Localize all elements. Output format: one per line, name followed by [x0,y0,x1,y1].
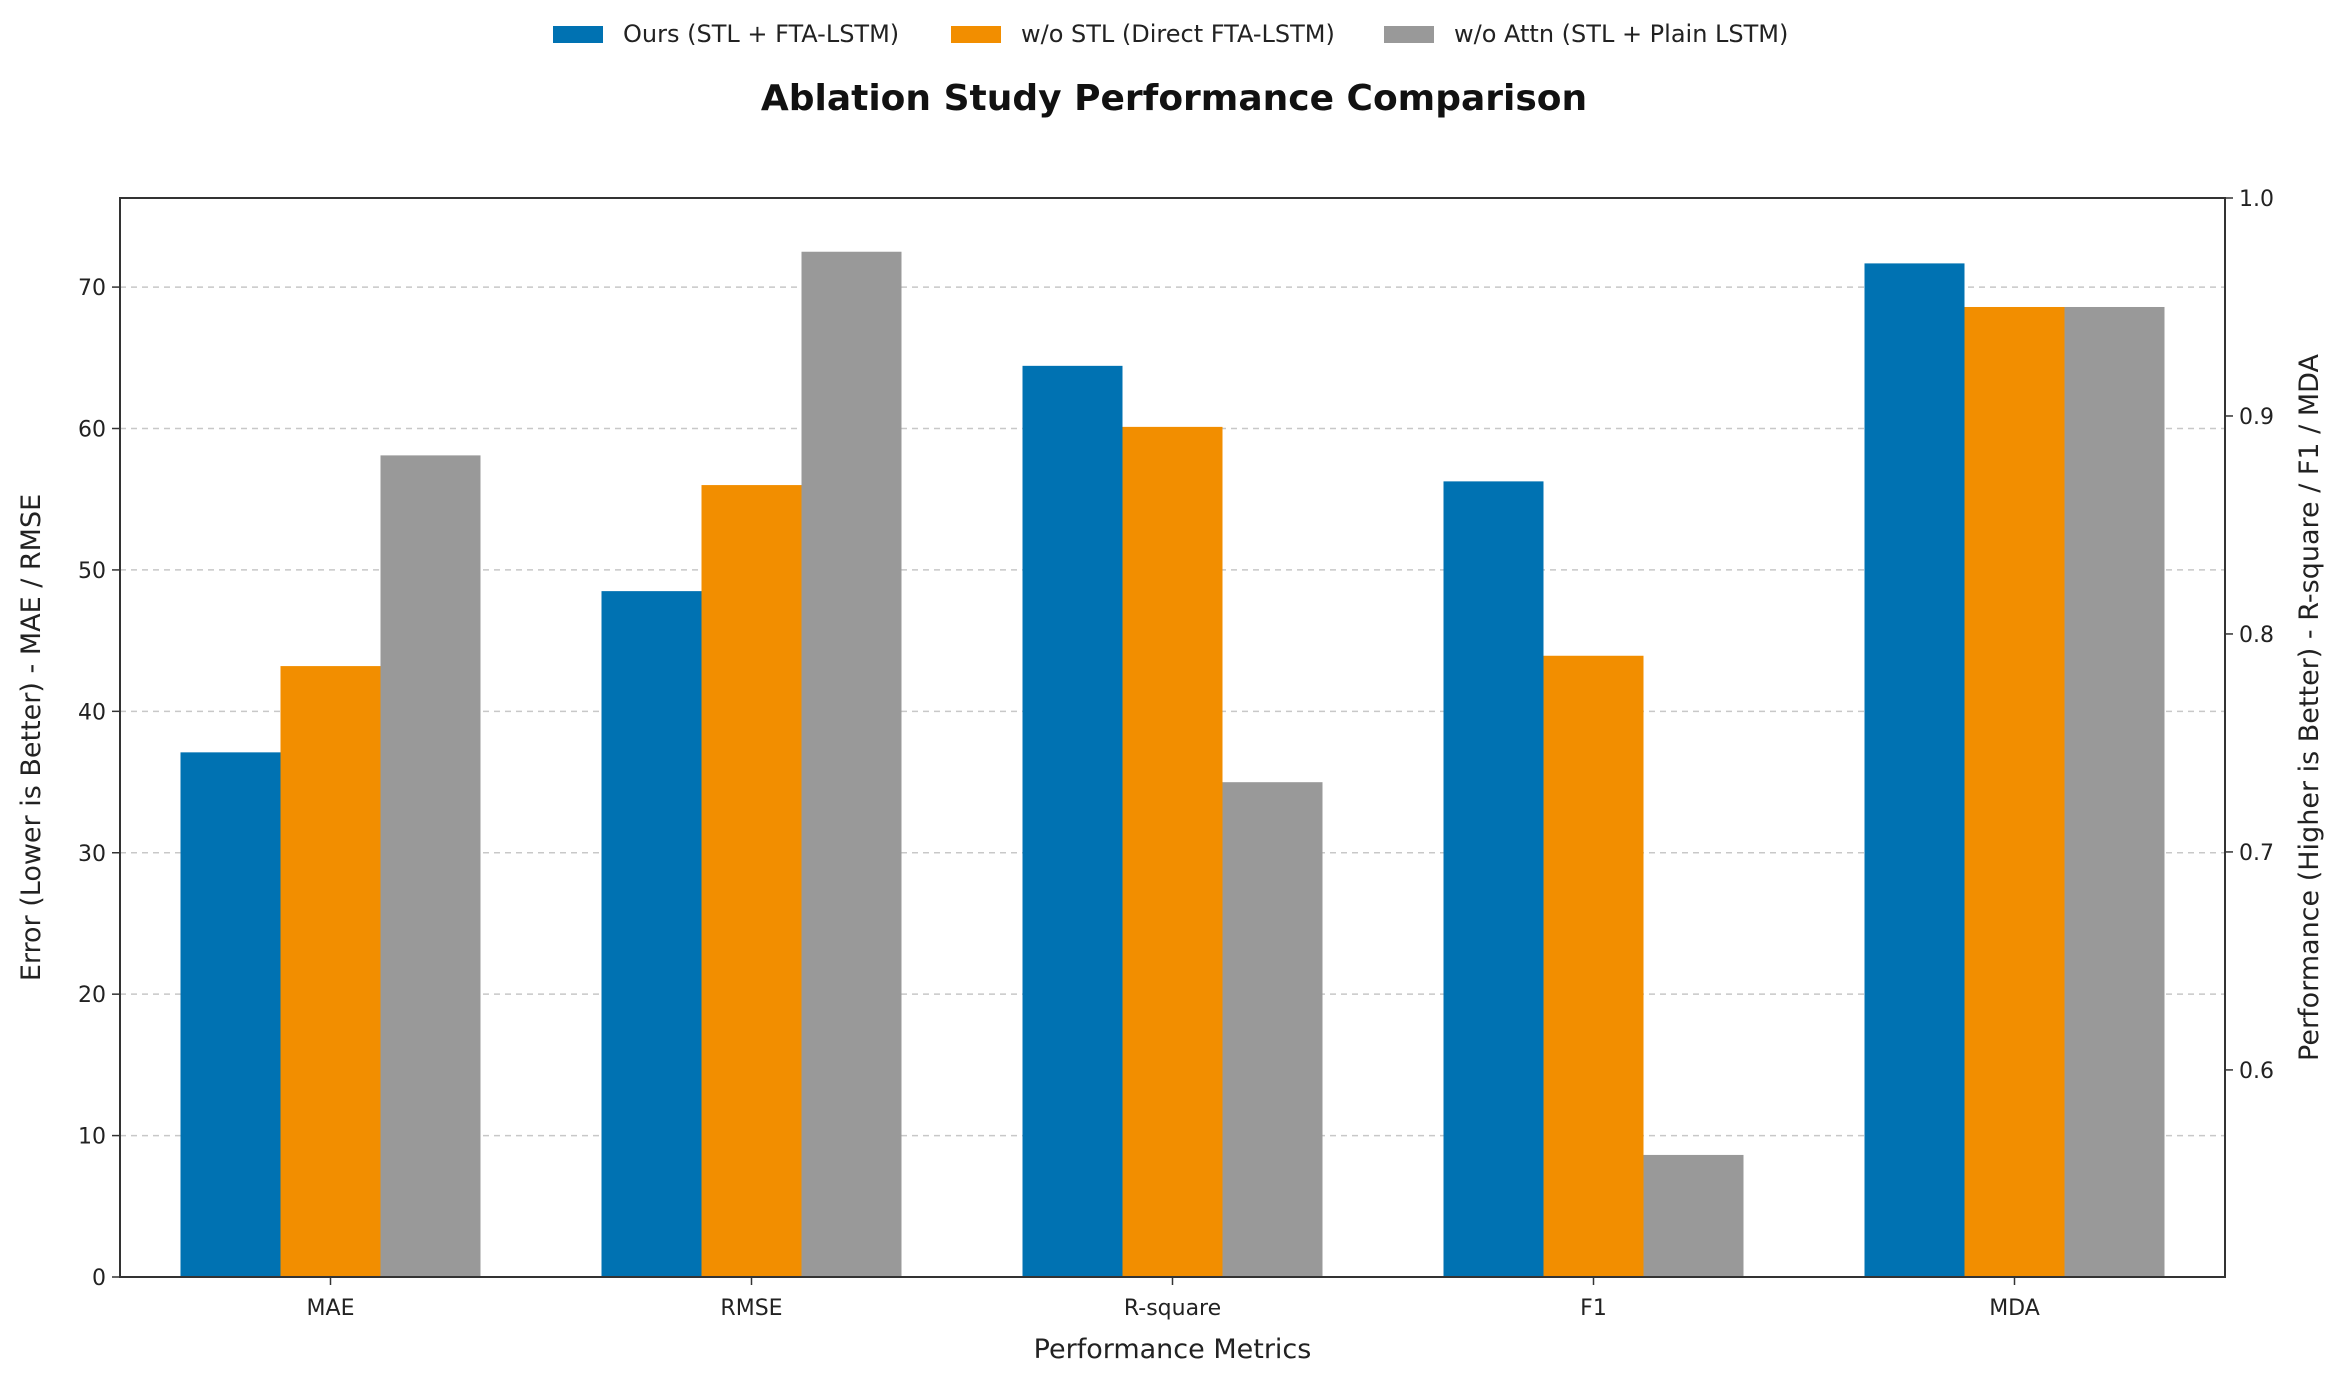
legend: Ours (STL + FTA-LSTM) w/o STL (Direct FT… [0,14,2348,54]
bar-mda-series-2[interactable] [2064,306,2165,1278]
bar-mda-series-1[interactable] [1964,306,2065,1278]
legend-swatch-wo-stl [951,25,1001,43]
legend-label-wo-attn: w/o Attn (STL + Plain LSTM) [1454,20,1789,48]
bar-mda-series-0[interactable] [1864,263,1965,1278]
bar-mae-series-0[interactable] [180,752,281,1277]
y-right-axis-label: Performance (Higher is Better) - R-squar… [2294,354,2325,1061]
bar-r-square-series-0[interactable] [1022,365,1123,1277]
y-tick-label: 70 [78,276,106,301]
bar-r-square-series-1[interactable] [1122,426,1223,1277]
y-tick-label: 30 [78,842,106,867]
bar-r-square-series-2[interactable] [1222,782,1323,1277]
y-tick-label: 40 [78,700,106,725]
plot-frame [119,197,2226,1278]
y-right-tick-label: 0.6 [2239,1059,2274,1084]
bar-f1-series-0[interactable] [1443,481,1544,1277]
legend-item-wo-stl[interactable]: w/o STL (Direct FTA-LSTM) [951,14,1335,54]
legend-label-wo-stl: w/o STL (Direct FTA-LSTM) [1021,20,1335,48]
legend-label-ours: Ours (STL + FTA-LSTM) [623,20,900,48]
bar-rmse-series-2[interactable] [801,251,902,1277]
bar-rmse-series-1[interactable] [701,485,802,1278]
x-tick-label: MAE [307,1296,355,1321]
y-right-tick-label: 1.0 [2239,187,2274,212]
x-axis-label: Performance Metrics [1034,1334,1312,1365]
bar-f1-series-2[interactable] [1643,1154,1744,1277]
bar-rmse-series-0[interactable] [601,591,702,1277]
x-tick-label: RMSE [720,1296,782,1321]
y-tick-label: 50 [78,559,106,584]
x-tick-label: MDA [1989,1296,2040,1321]
y-right-tick-label: 0.7 [2239,841,2274,866]
y-right-tick-label: 0.9 [2239,405,2274,430]
legend-swatch-ours [553,25,603,43]
y-tick-label: 10 [78,1125,106,1150]
y-tick-label: 0 [92,1266,106,1291]
x-tick-label: R-square [1124,1296,1221,1321]
legend-item-wo-attn[interactable]: w/o Attn (STL + Plain LSTM) [1384,14,1788,54]
y-axis-label: Error (Lower is Better) - MAE / RMSE [16,494,47,981]
y-right-tick-label: 0.8 [2239,623,2274,648]
x-tick-label: F1 [1580,1296,1607,1321]
bar-f1-series-1[interactable] [1543,655,1644,1277]
bar-mae-series-2[interactable] [380,455,481,1277]
y-tick-label: 20 [78,983,106,1008]
y-tick-label: 60 [78,418,106,443]
bar-mae-series-1[interactable] [280,666,381,1277]
legend-swatch-wo-attn [1384,25,1434,43]
legend-item-ours[interactable]: Ours (STL + FTA-LSTM) [553,14,899,54]
chart-title: Ablation Study Performance Comparison [760,78,1588,119]
